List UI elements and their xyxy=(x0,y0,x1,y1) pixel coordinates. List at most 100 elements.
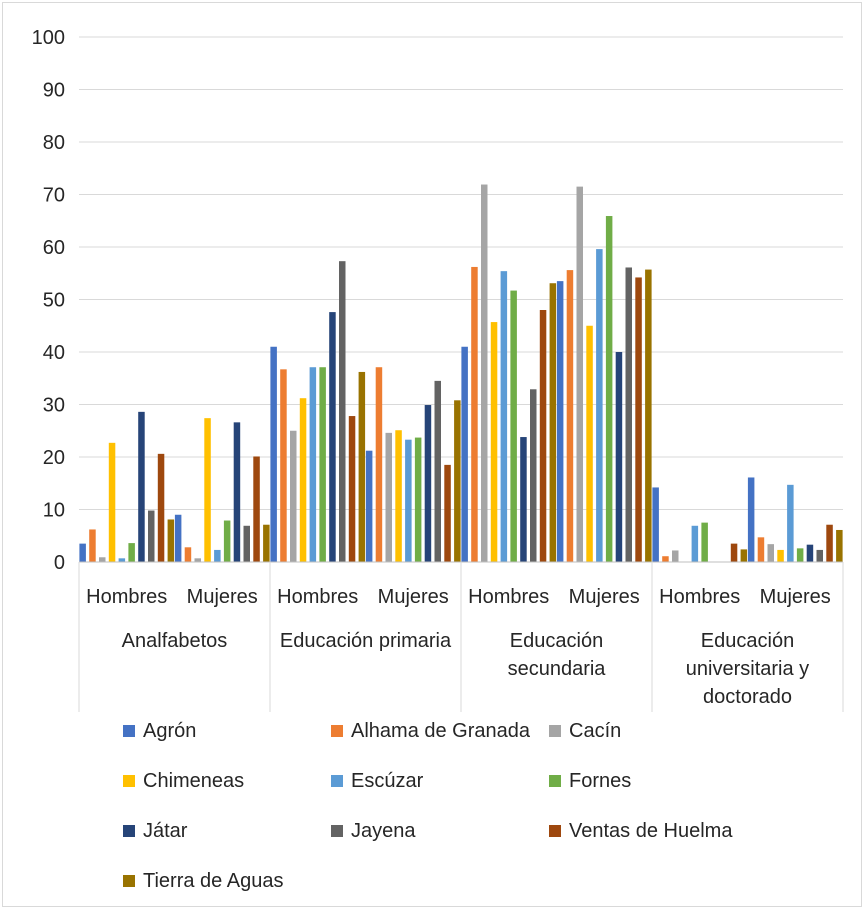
category-label: Hombres xyxy=(659,586,740,608)
bar xyxy=(556,281,564,562)
bar xyxy=(454,400,461,562)
bar xyxy=(263,524,270,562)
bar xyxy=(243,525,250,562)
bar xyxy=(596,249,603,562)
bar xyxy=(253,456,260,562)
legend-swatch xyxy=(331,775,343,787)
bar xyxy=(566,270,574,562)
legend-label: Tierra de Aguas xyxy=(143,870,283,892)
y-tick-label: 10 xyxy=(43,500,65,522)
bar xyxy=(157,453,165,562)
legend: Agrón Alhama de Granada Cacín Chimeneas Escú… xyxy=(123,720,733,892)
bar xyxy=(385,432,392,562)
category-label: Hombres xyxy=(86,586,167,608)
group-label: Analfabetos xyxy=(122,630,228,652)
bar xyxy=(796,548,804,562)
bar xyxy=(204,418,211,562)
bar xyxy=(530,389,537,562)
bar xyxy=(99,557,106,562)
bar xyxy=(358,371,366,562)
bar xyxy=(701,522,708,562)
bar xyxy=(79,543,86,562)
group-label: Educación universitaria y doctorado xyxy=(686,630,809,708)
bar xyxy=(471,266,478,562)
y-tick-label: 0 xyxy=(54,552,65,574)
bar xyxy=(167,519,175,562)
bar xyxy=(348,416,356,562)
bar xyxy=(395,430,402,562)
category-label: Hombres xyxy=(277,586,358,608)
legend-swatch xyxy=(549,725,561,737)
bar xyxy=(444,464,451,562)
legend-label: Játar xyxy=(143,820,188,842)
bar xyxy=(461,346,468,562)
bar xyxy=(405,439,412,562)
y-tick-label: 90 xyxy=(43,80,65,102)
legend-swatch xyxy=(123,725,135,737)
legend-label: Fornes xyxy=(569,770,631,792)
legend-swatch xyxy=(549,825,561,837)
bar xyxy=(414,437,422,562)
bar xyxy=(375,367,383,562)
bar xyxy=(836,529,843,562)
bar xyxy=(826,524,833,562)
bar-chart: 0 10 20 30 40 50 60 70 80 90 100 Hombres Mujeres Anal… xyxy=(32,27,844,892)
y-tick-label: 70 xyxy=(43,185,65,207)
gridlines xyxy=(79,36,843,510)
legend-swatch xyxy=(331,825,343,837)
bar xyxy=(645,269,652,562)
category-label: Mujeres xyxy=(187,586,258,608)
legend-label: Agrón xyxy=(143,720,196,742)
bar xyxy=(787,484,794,562)
legend-swatch xyxy=(123,775,135,787)
bar xyxy=(539,310,547,562)
bar xyxy=(816,549,823,562)
legend-label: Cacín xyxy=(569,720,621,742)
bar xyxy=(89,529,96,562)
bar xyxy=(625,267,632,562)
bar xyxy=(184,547,192,562)
bar xyxy=(652,487,659,562)
bar xyxy=(233,422,241,562)
bar xyxy=(740,549,748,562)
bar xyxy=(223,520,231,562)
bar xyxy=(214,549,221,562)
bar xyxy=(586,325,593,562)
bar xyxy=(662,556,669,562)
bar xyxy=(434,380,441,562)
bar xyxy=(520,437,527,562)
y-tick-label: 40 xyxy=(43,342,65,364)
bar xyxy=(138,411,145,562)
bar xyxy=(299,398,307,562)
bar xyxy=(500,271,508,562)
category-label: Hombres xyxy=(468,586,549,608)
bar xyxy=(549,283,557,562)
bar xyxy=(806,544,814,562)
bar xyxy=(365,450,373,562)
y-tick-label: 30 xyxy=(43,395,65,417)
bar xyxy=(309,367,317,562)
legend-swatch xyxy=(331,725,343,737)
bar xyxy=(424,405,432,562)
bar xyxy=(767,544,774,562)
bar xyxy=(730,543,738,562)
category-label: Mujeres xyxy=(569,586,640,608)
legend-swatch xyxy=(123,875,135,887)
legend-label: Escúzar xyxy=(351,770,424,792)
bar xyxy=(672,550,679,562)
bar xyxy=(270,346,277,562)
bar xyxy=(174,514,182,562)
bar xyxy=(118,558,126,562)
bar xyxy=(757,537,765,562)
bar xyxy=(576,186,583,562)
legend-label: Alhama de Granada xyxy=(351,720,531,742)
bar xyxy=(329,312,336,562)
y-tick-label: 50 xyxy=(43,290,65,312)
bar xyxy=(339,261,346,562)
y-tick-label: 60 xyxy=(43,237,65,259)
group-label: Educación secundaria xyxy=(508,630,607,680)
bar xyxy=(747,477,755,562)
legend-swatch xyxy=(123,825,135,837)
bar xyxy=(635,277,642,562)
legend-label: Ventas de Huelma xyxy=(569,820,733,842)
